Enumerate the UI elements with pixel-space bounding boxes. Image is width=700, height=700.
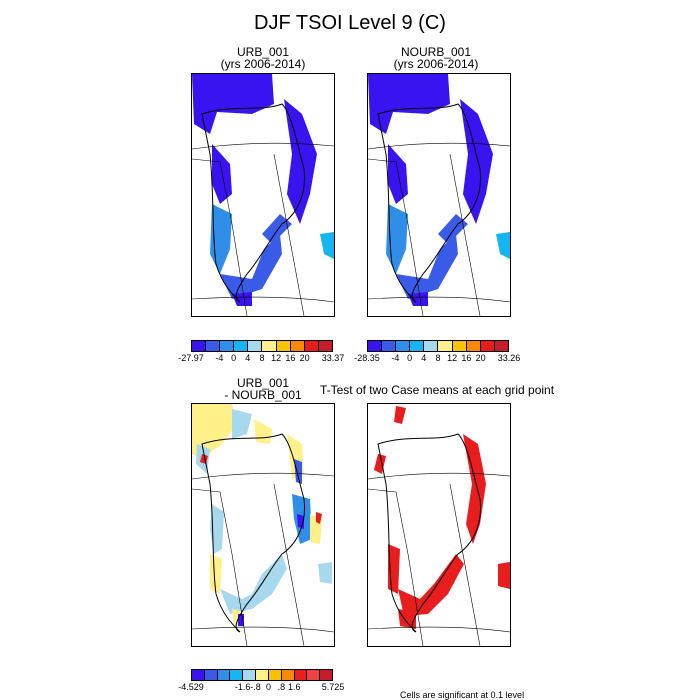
colorbar-1-label: 0 bbox=[231, 353, 237, 363]
colorbar-2-swatch bbox=[452, 341, 467, 351]
colorbar-3-label: 0 bbox=[265, 682, 271, 692]
colorbar-3-swatch bbox=[256, 670, 269, 680]
colorbar-3-swatch bbox=[217, 670, 231, 680]
colorbar-3-swatch bbox=[294, 670, 308, 680]
colorbar-1-label: 33.37 bbox=[321, 353, 345, 363]
colorbar-1-label: -27.97 bbox=[178, 353, 204, 363]
panel-4-title: T-Test of two Case means at each grid po… bbox=[316, 384, 558, 396]
colorbar-3-swatch bbox=[230, 670, 244, 680]
panel-2-map bbox=[367, 73, 511, 317]
panel-2-map-svg bbox=[368, 74, 510, 316]
panel-1-map bbox=[191, 73, 335, 317]
colorbar-3-swatch bbox=[307, 670, 321, 680]
panel-3-map bbox=[191, 403, 335, 647]
colorbar-3-label: .8 bbox=[277, 682, 286, 692]
colorbar-3-swatch bbox=[320, 670, 332, 680]
colorbar-1-swatch bbox=[262, 341, 277, 351]
colorbar-3-label: -1.6 bbox=[234, 682, 251, 692]
colorbar-2-swatches bbox=[367, 340, 509, 352]
colorbar-1-swatch bbox=[234, 341, 249, 351]
panel-1-title-line1: URB_001 bbox=[236, 45, 290, 59]
colorbar-2-swatch bbox=[368, 341, 383, 351]
panel-1-title: URB_001 (yrs 2006-2014) bbox=[191, 46, 335, 70]
colorbar-2-label: 4 bbox=[421, 353, 427, 363]
colorbar-2-label: 0 bbox=[407, 353, 413, 363]
panel-4-map-svg bbox=[368, 406, 510, 646]
panel-2-title-line1: NOURB_001 bbox=[400, 45, 472, 59]
panel-4-title-line1: T-Test of two Case means at each grid po… bbox=[319, 383, 555, 397]
panel-2-title-line2: (yrs 2006-2014) bbox=[393, 57, 479, 71]
panel-1-fill bbox=[192, 74, 334, 306]
colorbar-3-swatch bbox=[281, 670, 295, 680]
colorbar-2-label: 8 bbox=[435, 353, 441, 363]
panel-2-title: NOURB_001 (yrs 2006-2014) bbox=[364, 46, 508, 70]
colorbar-2-swatch bbox=[466, 341, 481, 351]
panel-1-title-line2: (yrs 2006-2014) bbox=[220, 57, 306, 71]
colorbar-3-swatches bbox=[191, 669, 333, 681]
panel-1-coastline bbox=[192, 103, 334, 316]
panel-4-fill bbox=[374, 406, 510, 629]
colorbar-2-label: 33.26 bbox=[497, 353, 521, 363]
colorbar-1-swatches bbox=[191, 340, 333, 352]
colorbar-1-swatch bbox=[192, 341, 207, 351]
colorbar-2-swatch bbox=[480, 341, 495, 351]
panel-2-coastline bbox=[368, 103, 510, 316]
colorbar-1-swatch bbox=[304, 341, 319, 351]
colorbar-3-swatch bbox=[243, 670, 257, 680]
colorbar-2-label: -4 bbox=[391, 353, 400, 363]
panel-3-map-svg bbox=[192, 404, 334, 646]
colorbar-2-swatch bbox=[382, 341, 397, 351]
colorbar-3-swatch bbox=[192, 670, 205, 680]
colorbar-3-label: 1.6 bbox=[288, 682, 301, 692]
colorbar-1-label: 8 bbox=[259, 353, 265, 363]
colorbar-1-label: -4 bbox=[215, 353, 224, 363]
panel-3-title-line1: URB_001 bbox=[236, 376, 290, 390]
significance-footnote: Cells are significant at 0.1 level bbox=[400, 690, 525, 700]
colorbar-3 bbox=[191, 669, 333, 681]
colorbar-1-label: 16 bbox=[285, 353, 296, 363]
panel-3-title-line2: - NOURB_001 bbox=[224, 388, 302, 402]
colorbar-3-label: -.8 bbox=[250, 682, 261, 692]
colorbar-1-swatch bbox=[290, 341, 305, 351]
colorbar-2-label: 16 bbox=[461, 353, 472, 363]
panel-3-coastline bbox=[192, 433, 334, 646]
colorbar-2-swatch bbox=[424, 341, 439, 351]
panel-1-map-svg bbox=[192, 74, 334, 316]
colorbar-3-swatch bbox=[204, 670, 218, 680]
colorbar-1-labels: -27.97 -4 0 4 8 12 16 20 33.37 bbox=[178, 353, 344, 365]
colorbar-1-label: 20 bbox=[299, 353, 310, 363]
colorbar-3-label: -4.529 bbox=[178, 682, 204, 692]
colorbar-1-swatch bbox=[220, 341, 235, 351]
colorbar-2-label: -28.35 bbox=[354, 353, 380, 363]
panel-3-title: URB_001 - NOURB_001 bbox=[191, 377, 335, 401]
colorbar-3-labels: -4.529 -1.6 -.8 0 .8 1.6 5.725 bbox=[178, 682, 344, 694]
panel-4-coastline bbox=[368, 433, 510, 646]
colorbar-1-swatch bbox=[276, 341, 291, 351]
colorbar-1-swatch bbox=[318, 341, 332, 351]
colorbar-2-swatch bbox=[438, 341, 453, 351]
colorbar-3-label: 5.725 bbox=[321, 682, 345, 692]
figure-title: DJF TSOI Level 9 (C) bbox=[254, 12, 446, 34]
colorbar-1 bbox=[191, 340, 333, 352]
colorbar-1-swatch bbox=[206, 341, 221, 351]
panel-2-fill bbox=[368, 74, 510, 306]
colorbar-2 bbox=[367, 340, 509, 352]
colorbar-1-label: 12 bbox=[271, 353, 282, 363]
colorbar-2-label: 12 bbox=[447, 353, 458, 363]
panel-4-map bbox=[367, 403, 511, 647]
colorbar-1-label: 4 bbox=[245, 353, 251, 363]
colorbar-2-swatch bbox=[410, 341, 425, 351]
colorbar-1-swatch bbox=[248, 341, 263, 351]
colorbar-3-swatch bbox=[268, 670, 282, 680]
colorbar-2-swatch bbox=[396, 341, 411, 351]
colorbar-2-labels: -28.35 -4 0 4 8 12 16 20 33.26 bbox=[354, 353, 520, 365]
colorbar-2-swatch bbox=[494, 341, 508, 351]
colorbar-2-label: 20 bbox=[475, 353, 486, 363]
